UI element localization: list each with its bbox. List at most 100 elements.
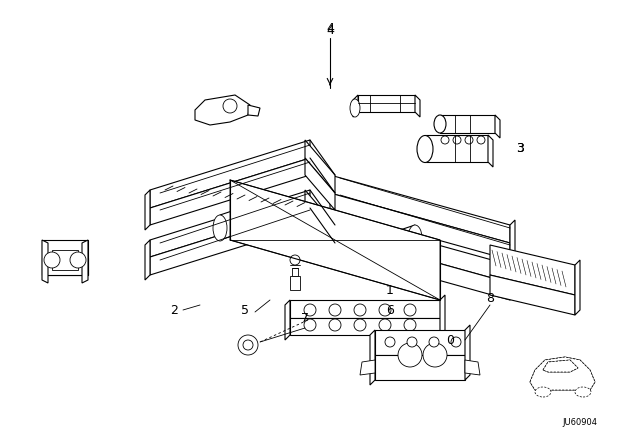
Ellipse shape (429, 337, 439, 347)
Polygon shape (150, 190, 310, 257)
Text: 7: 7 (301, 311, 309, 324)
Polygon shape (150, 140, 310, 208)
Ellipse shape (243, 340, 253, 350)
Text: 1: 1 (386, 284, 394, 297)
Ellipse shape (423, 343, 447, 367)
Polygon shape (330, 193, 510, 260)
Text: JU60904: JU60904 (563, 418, 598, 426)
Polygon shape (543, 360, 578, 372)
Polygon shape (305, 140, 335, 193)
Polygon shape (285, 300, 290, 340)
Polygon shape (370, 330, 375, 385)
Polygon shape (150, 207, 310, 275)
Ellipse shape (404, 319, 416, 331)
Polygon shape (370, 225, 415, 265)
Ellipse shape (385, 337, 395, 347)
Ellipse shape (329, 304, 341, 316)
Polygon shape (42, 240, 48, 283)
Polygon shape (490, 245, 575, 295)
Ellipse shape (465, 136, 473, 144)
Polygon shape (145, 240, 150, 280)
Polygon shape (440, 295, 445, 335)
Ellipse shape (441, 136, 449, 144)
Ellipse shape (350, 99, 360, 117)
Ellipse shape (354, 304, 366, 316)
Ellipse shape (407, 337, 417, 347)
Polygon shape (42, 240, 88, 258)
Polygon shape (575, 260, 580, 315)
Polygon shape (490, 275, 575, 315)
Ellipse shape (451, 337, 461, 347)
Polygon shape (305, 190, 335, 243)
Polygon shape (415, 95, 420, 117)
Polygon shape (145, 190, 150, 230)
Polygon shape (330, 215, 510, 283)
Polygon shape (510, 220, 515, 260)
Polygon shape (330, 175, 510, 243)
Ellipse shape (213, 215, 227, 241)
Text: 8: 8 (486, 292, 494, 305)
Ellipse shape (304, 319, 316, 331)
Polygon shape (530, 357, 595, 390)
Text: 6: 6 (386, 303, 394, 316)
Text: 4: 4 (326, 22, 334, 34)
Ellipse shape (408, 225, 422, 251)
Polygon shape (305, 208, 335, 260)
Polygon shape (42, 258, 88, 275)
Text: 5: 5 (241, 303, 249, 316)
Polygon shape (358, 95, 415, 112)
Ellipse shape (235, 223, 245, 233)
Ellipse shape (380, 235, 390, 245)
Polygon shape (82, 240, 88, 283)
Ellipse shape (379, 304, 391, 316)
Polygon shape (375, 330, 465, 355)
Ellipse shape (453, 136, 461, 144)
Ellipse shape (235, 208, 245, 218)
Polygon shape (543, 360, 578, 372)
Polygon shape (150, 158, 310, 225)
Polygon shape (530, 357, 595, 390)
Polygon shape (292, 268, 298, 276)
Polygon shape (305, 158, 335, 210)
Ellipse shape (70, 252, 86, 268)
Ellipse shape (329, 319, 341, 331)
Text: 3: 3 (516, 142, 524, 155)
Ellipse shape (390, 233, 400, 243)
Text: 3: 3 (516, 142, 524, 155)
Ellipse shape (535, 387, 551, 397)
Polygon shape (220, 200, 265, 240)
Polygon shape (330, 233, 510, 300)
Ellipse shape (477, 136, 485, 144)
Ellipse shape (223, 99, 237, 113)
Polygon shape (230, 180, 440, 300)
Ellipse shape (379, 319, 391, 331)
Ellipse shape (575, 387, 591, 397)
Ellipse shape (398, 343, 422, 367)
Ellipse shape (290, 255, 300, 265)
Polygon shape (290, 300, 440, 318)
Polygon shape (290, 318, 440, 335)
Polygon shape (465, 360, 480, 375)
Ellipse shape (354, 319, 366, 331)
Text: 4: 4 (326, 23, 334, 36)
Polygon shape (510, 260, 515, 300)
Polygon shape (488, 135, 493, 167)
Text: 2: 2 (170, 303, 178, 316)
Ellipse shape (44, 252, 60, 268)
Text: 0: 0 (446, 333, 454, 346)
Polygon shape (353, 95, 358, 117)
Ellipse shape (304, 304, 316, 316)
Ellipse shape (404, 304, 416, 316)
Polygon shape (375, 355, 465, 380)
Ellipse shape (238, 335, 258, 355)
Polygon shape (495, 115, 500, 138)
Polygon shape (195, 95, 250, 125)
Polygon shape (440, 115, 495, 133)
Polygon shape (248, 105, 260, 116)
Ellipse shape (245, 223, 255, 233)
Polygon shape (290, 276, 300, 290)
Ellipse shape (417, 135, 433, 163)
Ellipse shape (434, 115, 446, 133)
Ellipse shape (245, 207, 255, 217)
Polygon shape (465, 325, 470, 380)
